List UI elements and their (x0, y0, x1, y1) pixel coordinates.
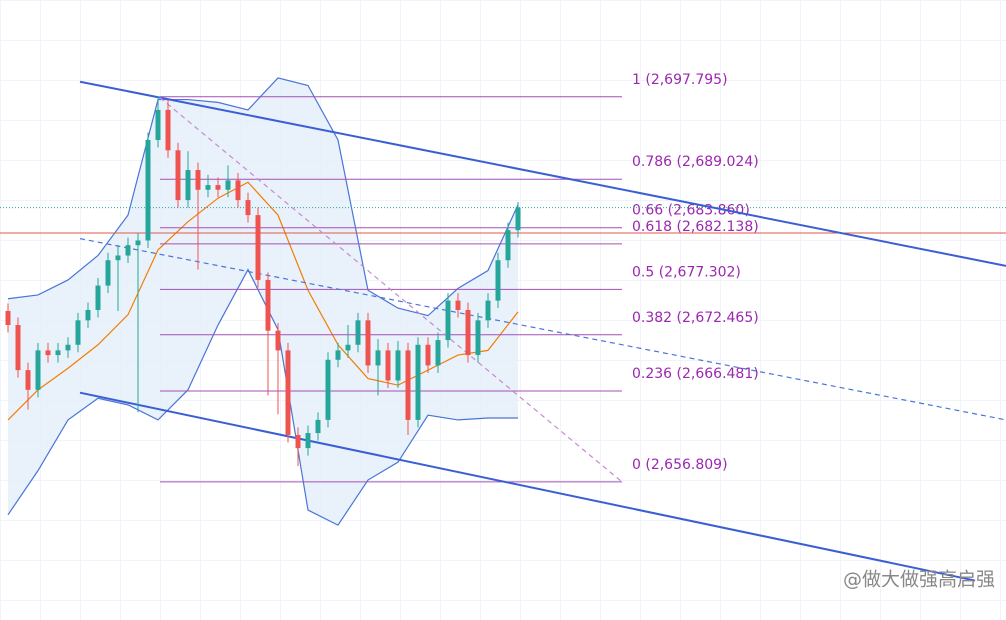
candle-body (105, 260, 111, 286)
fib-label: 0.382 (2,672.465) (632, 310, 759, 326)
candle-body (445, 300, 451, 341)
candle-body (65, 344, 71, 351)
fib-label: 1 (2,697.795) (632, 72, 728, 88)
candle-body (395, 350, 401, 381)
candle-body (95, 285, 101, 310)
band-lower (7, 268, 518, 526)
candle-body (415, 344, 421, 420)
candle-body (385, 350, 391, 381)
watermark: @做大做强高启强 (843, 569, 995, 591)
candle-body (245, 200, 251, 216)
candle-body (85, 310, 91, 321)
fib-label: 0.5 (2,677.302) (632, 264, 741, 280)
candle-body (425, 344, 431, 366)
candle-body (45, 350, 51, 356)
band-upper (7, 77, 519, 317)
candle-body (405, 350, 411, 420)
candle-body (275, 330, 281, 351)
candle-body (205, 185, 211, 190)
candle-body (235, 180, 241, 201)
candle-body (55, 350, 61, 356)
candle-body (215, 185, 221, 190)
candle-body (115, 255, 121, 261)
candle-body (365, 320, 371, 366)
candle-body (315, 419, 321, 434)
fib-label: 0.786 (2,689.024) (632, 154, 759, 170)
trend-line (159, 97, 623, 483)
candle-body (515, 207, 521, 231)
candle-body (505, 230, 511, 261)
candle-body (145, 139, 151, 241)
candle-body (155, 109, 161, 140)
candle-body (485, 300, 491, 321)
candle-body (375, 350, 381, 366)
candle-body (35, 350, 41, 390)
candle-body (25, 370, 31, 390)
candle-body (335, 350, 341, 360)
moving-average (7, 181, 519, 421)
candle-body (295, 434, 301, 449)
candle-body (175, 150, 181, 201)
candle-body (465, 310, 471, 356)
candle-body (435, 340, 441, 366)
candle-body (75, 320, 81, 345)
candle-body (345, 344, 351, 351)
fib-label: 0.618 (2,682.138) (632, 219, 759, 235)
candle-body (125, 245, 131, 256)
candle-body (475, 320, 481, 356)
candle-body (135, 240, 141, 246)
candle-body (355, 320, 361, 345)
candle-body (195, 170, 201, 190)
candle-body (5, 310, 11, 326)
candle-body (255, 215, 261, 280)
candle-body (325, 359, 331, 420)
trend-line (79, 238, 1006, 421)
trend-line (79, 80, 1006, 267)
candle-body (455, 300, 461, 310)
candle-body (185, 170, 191, 201)
trend-line (79, 391, 976, 582)
candle-body (265, 279, 271, 331)
candle-body (225, 180, 231, 190)
candle-body (165, 109, 171, 151)
fib-label: 0.236 (2,666.481) (632, 366, 759, 382)
candle-body (495, 260, 501, 301)
fib-label: 0.66 (2,683.860) (632, 203, 750, 219)
candle-body (285, 350, 291, 435)
fib-label: 0 (2,656.809) (632, 457, 728, 473)
band-fill (8, 77, 518, 526)
candle-body (305, 433, 311, 449)
candle-body (15, 325, 21, 371)
